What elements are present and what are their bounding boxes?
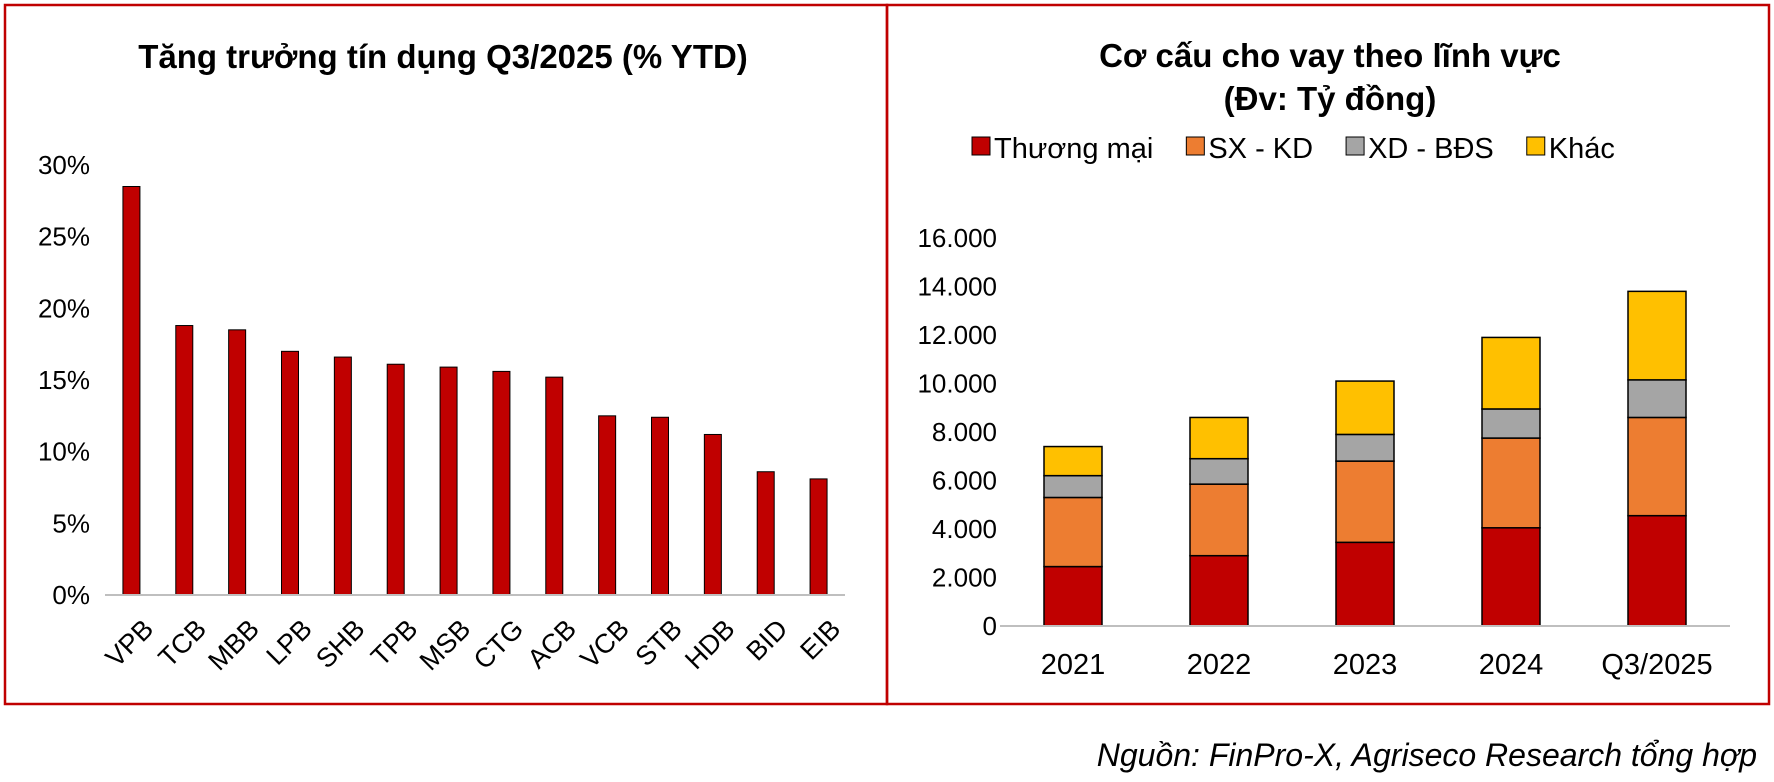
chart2-y-tick-label: 10.000 — [917, 369, 997, 399]
chart2-segment-2-2021 — [1043, 496, 1103, 568]
chart1-y-axis: 0% 5% 10% 15% 20% 25% 30% — [38, 150, 90, 610]
chart2-segment-4-2023 — [1335, 380, 1395, 436]
chart2-y-tick-label: 14.000 — [917, 272, 997, 302]
chart1-category-label: STB — [629, 614, 687, 672]
panel-frame-right — [885, 3, 1771, 706]
chart1-bar-eib — [809, 478, 828, 596]
chart1-category-label: SHB — [310, 614, 370, 674]
chart1-bar-tcb — [175, 325, 194, 596]
chart1-category-label: VPB — [100, 614, 159, 673]
chart1-bar-acb — [545, 376, 564, 596]
chart1-bar-vcb — [598, 415, 617, 596]
chart1-bar-msb — [439, 366, 458, 596]
chart2-segment-1-q3-2025 — [1627, 514, 1687, 627]
chart1-y-tick-label: 15% — [38, 365, 90, 395]
chart1-category-label: TPB — [365, 614, 423, 672]
chart2-bars — [1043, 290, 1687, 627]
chart2-y-tick-label: 4.000 — [932, 514, 997, 544]
chart1-y-tick-label: 0% — [52, 580, 90, 610]
chart1-category-label: MBB — [202, 614, 265, 677]
chart2-segment-2-2022 — [1189, 483, 1249, 557]
chart1-bar-hdb — [703, 433, 722, 596]
legend-label: Thương mại — [994, 133, 1153, 165]
chart2-y-axis: 0 2.000 4.000 6.000 8.000 10.000 12.000 14.000 1… — [917, 223, 997, 641]
chart2-segment-1-2021 — [1043, 565, 1103, 627]
loan-structure-chart: Cơ cấu cho vay theo lĩnh vực (Đv: Tỷ đồn… — [917, 37, 1730, 681]
legend-label: XD - BĐS — [1368, 133, 1494, 165]
chart1-category-label: BID — [740, 614, 793, 667]
legend-swatch-3 — [1345, 136, 1365, 156]
chart2-y-tick-label: 8.000 — [932, 417, 997, 447]
chart1-bar-tpb — [386, 363, 405, 596]
chart1-title: Tăng trưởng tín dụng Q3/2025 (% YTD) — [138, 38, 748, 75]
chart2-segment-2-q3-2025 — [1627, 416, 1687, 517]
chart1-bars — [122, 186, 828, 596]
chart2-category-label: 2023 — [1333, 649, 1398, 681]
chart2-y-tick-label: 12.000 — [917, 320, 997, 350]
chart1-bar-shb — [333, 356, 352, 596]
chart2-segment-3-2021 — [1043, 474, 1103, 499]
chart2-segment-3-2024 — [1481, 408, 1541, 439]
chart2-y-tick-label: 16.000 — [917, 223, 997, 253]
chart2-segment-1-2024 — [1481, 527, 1541, 627]
chart1-category-label: LPB — [261, 614, 318, 671]
chart2-category-label: 2022 — [1187, 649, 1252, 681]
chart2-segment-3-2022 — [1189, 457, 1249, 485]
legend-swatch-2 — [1185, 136, 1205, 156]
chart1-y-tick-label: 25% — [38, 222, 90, 252]
legend-swatch-4 — [1526, 136, 1546, 156]
chart1-bar-vpb — [122, 186, 141, 596]
chart1-bar-ctg — [492, 370, 511, 596]
chart1-category-label: TCB — [153, 614, 212, 673]
chart1-y-tick-label: 10% — [38, 437, 90, 467]
chart1-bar-mbb — [228, 329, 247, 596]
chart2-segment-2-2024 — [1481, 437, 1541, 529]
credit-growth-chart: Tăng trưởng tín dụng Q3/2025 (% YTD) 0% 5… — [38, 38, 846, 676]
chart2-category-label: 2024 — [1479, 649, 1544, 681]
chart1-y-tick-label: 30% — [38, 150, 90, 180]
chart2-segment-2-2023 — [1335, 460, 1395, 544]
chart1-category-label: CTG — [468, 614, 530, 676]
chart1-category-label: VCB — [574, 614, 634, 674]
chart1-y-tick-label: 20% — [38, 293, 90, 323]
chart2-category-label: 2021 — [1041, 649, 1106, 681]
chart2-segment-1-2022 — [1189, 554, 1249, 627]
chart2-legend: Thương mại SX - KD XD - BĐS Khác — [971, 133, 1615, 165]
chart2-y-tick-label: 6.000 — [932, 466, 997, 496]
chart2-title: Cơ cấu cho vay theo lĩnh vực — [1099, 37, 1561, 74]
chart1-y-tick-label: 5% — [52, 508, 90, 538]
chart2-segment-4-2021 — [1043, 445, 1103, 477]
chart1-category-label: ACB — [522, 614, 582, 674]
chart1-category-label: HDB — [679, 614, 741, 676]
source-note: Nguồn: FinPro-X, Agriseco Research tổng … — [1097, 737, 1757, 773]
chart1-bar-lpb — [281, 350, 299, 596]
chart2-y-tick-label: 0 — [983, 611, 997, 641]
chart1-bar-bid — [756, 471, 775, 596]
chart2-segment-4-2024 — [1481, 336, 1541, 410]
legend-label: Khác — [1549, 133, 1615, 165]
chart2-segment-3-q3-2025 — [1627, 379, 1687, 419]
chart2-category-label: Q3/2025 — [1601, 649, 1712, 681]
chart2-segment-3-2023 — [1335, 433, 1395, 462]
legend-label: SX - KD — [1208, 133, 1313, 165]
chart1-bar-stb — [651, 416, 669, 596]
chart2-segment-4-q3-2025 — [1627, 290, 1687, 381]
chart1-category-label: EIB — [794, 614, 846, 666]
chart2-subtitle: (Đv: Tỷ đồng) — [1224, 80, 1437, 117]
chart2-x-axis: 2021 2022 2023 2024 Q3/2025 — [1041, 649, 1713, 681]
chart2-segment-1-2023 — [1335, 541, 1395, 627]
chart2-y-tick-label: 2.000 — [932, 563, 997, 593]
legend-swatch-1 — [971, 136, 991, 156]
chart1-category-label: MSB — [414, 614, 477, 677]
chart2-segment-4-2022 — [1189, 416, 1249, 460]
